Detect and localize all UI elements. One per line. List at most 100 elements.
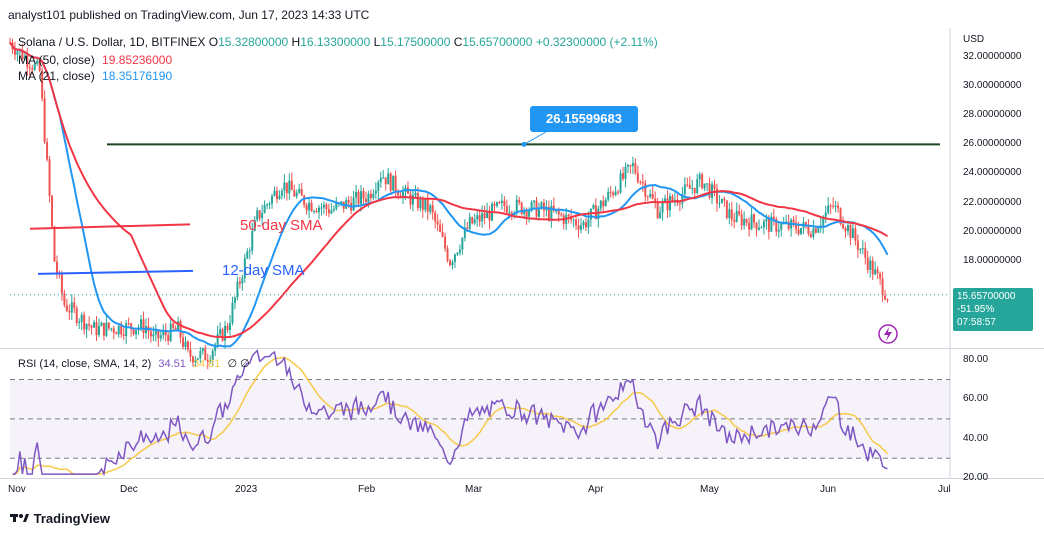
time-tick-label: Apr [588,484,604,495]
candle-body [456,252,459,255]
ma21-legend[interactable]: MA (21, close) 18.35176190 [18,69,173,83]
candle-body [701,174,704,189]
candle-body [723,198,726,201]
candle-body [800,227,803,234]
change-value: +0.32300000 (+2.11%) [535,35,658,49]
candle-body [271,195,274,204]
candle-body [157,329,160,339]
candle-body [340,201,343,203]
candle-body [28,67,31,69]
candle-body [186,341,189,350]
candle-body [797,229,800,234]
candle-body [60,274,63,294]
candle-body [884,295,887,300]
candle-body [253,219,256,231]
candle-body [584,222,587,228]
candle-body [505,205,508,213]
candle-body [426,199,429,212]
candle-body [859,248,862,250]
candle-body [303,195,306,206]
candle-body [730,209,733,220]
candle-body [429,205,432,212]
candle-body [466,227,469,229]
candle-body [21,49,24,60]
candle-body [659,212,662,219]
candle-body [560,214,563,216]
candle-body [196,358,199,360]
candle-body [804,222,807,227]
candle-body [93,322,96,328]
candle-body [325,204,328,209]
candle-body [520,202,523,215]
candle-body [70,302,73,313]
time-tick-label: Jun [820,484,837,495]
time-tick-label: May [700,484,719,495]
tradingview-logo[interactable]: TradingView [10,511,110,526]
candle-body [533,200,536,203]
time-tick-label: Nov [8,484,26,495]
price-tick-label: 24.00000000 [963,167,1022,179]
candle-body [327,208,330,214]
candle-body [792,219,795,223]
candle-body [238,281,241,284]
candle-body [263,205,266,214]
candle-body [107,322,110,329]
ma50-legend[interactable]: MA (50, close) 19.85236000 [18,53,173,67]
candle-body [807,226,810,234]
candle-body [787,221,790,229]
candle-body [780,223,783,230]
time-tick-label: Mar [465,484,483,495]
candle-body [31,68,34,70]
candle-body [528,210,531,217]
candle-body [753,214,756,223]
candle-body [191,356,194,363]
candle-body [451,261,454,266]
candle-body [777,229,780,232]
candle-body [656,203,659,219]
symbol-name[interactable]: Solana / U.S. Dollar, 1D, BITFINEX [18,35,206,49]
candle-body [335,202,338,209]
candle-body [740,214,743,226]
candle-body [834,205,837,207]
candle-body [300,189,303,196]
candle-body [629,164,632,167]
candle-body [715,188,718,204]
candle-body [683,184,686,195]
candle-body [278,195,281,200]
candle-body [258,210,261,219]
candle-body [295,192,298,197]
sma50-annotation: 50-day SMA [240,217,323,234]
candle-body [288,180,291,194]
candle-body [871,260,874,275]
candle-body [619,173,622,193]
candle-body [849,225,852,239]
candle-body [389,173,392,191]
candle-body [206,360,209,362]
candle-body [693,187,696,194]
candle-body [298,189,301,193]
price-tick-label: 22.00000000 [963,196,1022,208]
candle-body [510,212,513,216]
candle-body [444,236,447,249]
candle-body [362,191,365,199]
candle-body [142,319,145,333]
candle-body [152,334,155,337]
candle-body [498,202,501,204]
resistance-callout[interactable]: 26.15599683 [530,106,638,132]
candle-body [453,254,456,262]
rsi-tick-label: 80.00 [963,353,989,365]
candle-body [317,207,320,213]
candle-body [483,213,486,219]
candle-body [374,190,377,194]
candle-body [352,197,355,211]
rsi-legend[interactable]: RSI (14, close, SMA, 14, 2) 34.51 34.81 … [18,358,250,370]
candle-body [436,221,439,225]
candle-body [431,205,434,213]
candle-body [678,203,681,205]
candle-body [493,203,496,206]
candle-body [839,208,842,225]
candle-body [209,359,212,362]
candle-body [268,203,271,205]
publish-header: analyst101 published on TradingView.com,… [8,8,370,22]
